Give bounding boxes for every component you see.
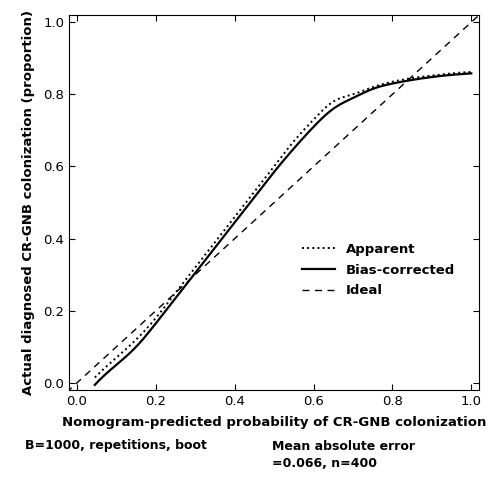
X-axis label: Nomogram-predicted probability of CR-GNB colonization: Nomogram-predicted probability of CR-GNB… (62, 416, 487, 429)
Text: =0.066, n=400: =0.066, n=400 (272, 457, 377, 470)
Text: Mean absolute error: Mean absolute error (272, 440, 414, 452)
Legend: Apparent, Bias-corrected, Ideal: Apparent, Bias-corrected, Ideal (297, 238, 460, 302)
Text: B=1000, repetitions, boot: B=1000, repetitions, boot (25, 440, 206, 452)
Y-axis label: Actual diagnosed CR-GNB colonization (proportion): Actual diagnosed CR-GNB colonization (pr… (22, 10, 35, 395)
